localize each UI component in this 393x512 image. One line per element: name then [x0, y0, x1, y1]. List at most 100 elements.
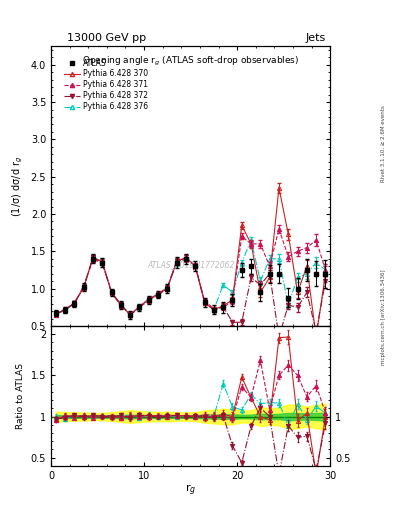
Pythia 6.428 372 [100, 260, 105, 266]
Pythia 6.428 370 [277, 185, 281, 191]
Text: mcplots.cern.ch [arXiv:1306.3436]: mcplots.cern.ch [arXiv:1306.3436] [381, 270, 386, 365]
Y-axis label: (1/σ) dσ/d r$_g$: (1/σ) dσ/d r$_g$ [11, 155, 25, 217]
Pythia 6.428 370 [267, 274, 272, 281]
Pythia 6.428 376 [258, 278, 263, 284]
Pythia 6.428 371 [202, 297, 207, 304]
Pythia 6.428 376 [314, 260, 318, 266]
Pythia 6.428 372 [295, 304, 300, 310]
Pythia 6.428 370 [249, 241, 253, 247]
Line: Pythia 6.428 372: Pythia 6.428 372 [54, 255, 327, 339]
Pythia 6.428 370 [230, 297, 235, 303]
Pythia 6.428 370 [221, 303, 226, 309]
Pythia 6.428 370 [100, 259, 105, 265]
Pythia 6.428 371 [211, 306, 216, 312]
Pythia 6.428 376 [128, 312, 132, 318]
Pythia 6.428 370 [295, 289, 300, 295]
Pythia 6.428 372 [239, 319, 244, 325]
Pythia 6.428 372 [314, 329, 318, 335]
Text: Rivet 3.1.10, ≥ 2.6M events: Rivet 3.1.10, ≥ 2.6M events [381, 105, 386, 182]
Pythia 6.428 371 [100, 259, 105, 265]
X-axis label: r$_g$: r$_g$ [185, 482, 196, 498]
Pythia 6.428 370 [81, 285, 86, 291]
Pythia 6.428 372 [193, 263, 198, 269]
Pythia 6.428 376 [239, 260, 244, 266]
Pythia 6.428 376 [165, 285, 170, 291]
Pythia 6.428 372 [323, 278, 328, 284]
Pythia 6.428 372 [72, 300, 77, 306]
Pythia 6.428 370 [109, 290, 114, 296]
Pythia 6.428 370 [323, 271, 328, 277]
Pythia 6.428 376 [230, 289, 235, 295]
Line: Pythia 6.428 376: Pythia 6.428 376 [54, 238, 327, 317]
Pythia 6.428 371 [267, 263, 272, 269]
Pythia 6.428 371 [119, 303, 123, 309]
Pythia 6.428 371 [174, 259, 179, 265]
Pythia 6.428 370 [156, 291, 160, 297]
Pythia 6.428 371 [249, 241, 253, 247]
Pythia 6.428 372 [249, 274, 253, 281]
Pythia 6.428 371 [165, 284, 170, 290]
Pythia 6.428 372 [128, 312, 132, 318]
Pythia 6.428 376 [100, 258, 105, 264]
Pythia 6.428 370 [165, 286, 170, 292]
Line: Pythia 6.428 371: Pythia 6.428 371 [54, 227, 327, 317]
Pythia 6.428 376 [211, 307, 216, 313]
Text: Jets: Jets [306, 33, 326, 43]
Pythia 6.428 370 [305, 263, 309, 269]
Pythia 6.428 372 [53, 311, 58, 317]
Pythia 6.428 371 [91, 257, 95, 263]
Pythia 6.428 370 [184, 255, 188, 261]
Pythia 6.428 370 [91, 254, 95, 261]
Pythia 6.428 370 [146, 296, 151, 302]
Pythia 6.428 371 [286, 253, 291, 260]
Pythia 6.428 371 [184, 254, 188, 261]
Pythia 6.428 370 [286, 231, 291, 237]
Pythia 6.428 372 [91, 254, 95, 261]
Pythia 6.428 376 [53, 309, 58, 315]
Pythia 6.428 372 [267, 271, 272, 277]
Pythia 6.428 371 [109, 289, 114, 295]
Pythia 6.428 372 [63, 307, 68, 313]
Pythia 6.428 372 [211, 307, 216, 313]
Pythia 6.428 372 [156, 292, 160, 298]
Pythia 6.428 370 [53, 311, 58, 317]
Pythia 6.428 371 [314, 237, 318, 243]
Pythia 6.428 370 [119, 302, 123, 308]
Text: 13000 GeV pp: 13000 GeV pp [66, 33, 146, 43]
Pythia 6.428 376 [91, 255, 95, 261]
Pythia 6.428 372 [109, 289, 114, 295]
Pythia 6.428 371 [230, 298, 235, 305]
Pythia 6.428 370 [137, 304, 142, 310]
Pythia 6.428 376 [267, 255, 272, 262]
Pythia 6.428 372 [258, 282, 263, 288]
Pythia 6.428 372 [277, 334, 281, 340]
Pythia 6.428 371 [258, 241, 263, 247]
Y-axis label: Ratio to ATLAS: Ratio to ATLAS [16, 363, 25, 429]
Text: ATLAS_2019_I1772062: ATLAS_2019_I1772062 [147, 260, 234, 269]
Pythia 6.428 376 [63, 308, 68, 314]
Pythia 6.428 371 [72, 301, 77, 307]
Pythia 6.428 371 [156, 291, 160, 297]
Line: Pythia 6.428 370: Pythia 6.428 370 [54, 186, 327, 339]
Pythia 6.428 376 [221, 282, 226, 288]
Pythia 6.428 371 [221, 304, 226, 310]
Pythia 6.428 371 [193, 264, 198, 270]
Pythia 6.428 372 [221, 304, 226, 310]
Pythia 6.428 372 [174, 258, 179, 264]
Pythia 6.428 371 [63, 306, 68, 312]
Pythia 6.428 370 [258, 289, 263, 295]
Pythia 6.428 371 [146, 297, 151, 304]
Pythia 6.428 376 [72, 300, 77, 306]
Pythia 6.428 372 [184, 257, 188, 263]
Pythia 6.428 376 [305, 271, 309, 277]
Pythia 6.428 371 [137, 304, 142, 310]
Pythia 6.428 371 [295, 248, 300, 254]
Pythia 6.428 376 [193, 263, 198, 269]
Pythia 6.428 376 [146, 295, 151, 302]
Pythia 6.428 376 [174, 260, 179, 266]
Pythia 6.428 376 [202, 299, 207, 305]
Pythia 6.428 370 [239, 222, 244, 228]
Pythia 6.428 376 [295, 274, 300, 281]
Pythia 6.428 370 [72, 300, 77, 306]
Pythia 6.428 371 [277, 226, 281, 232]
